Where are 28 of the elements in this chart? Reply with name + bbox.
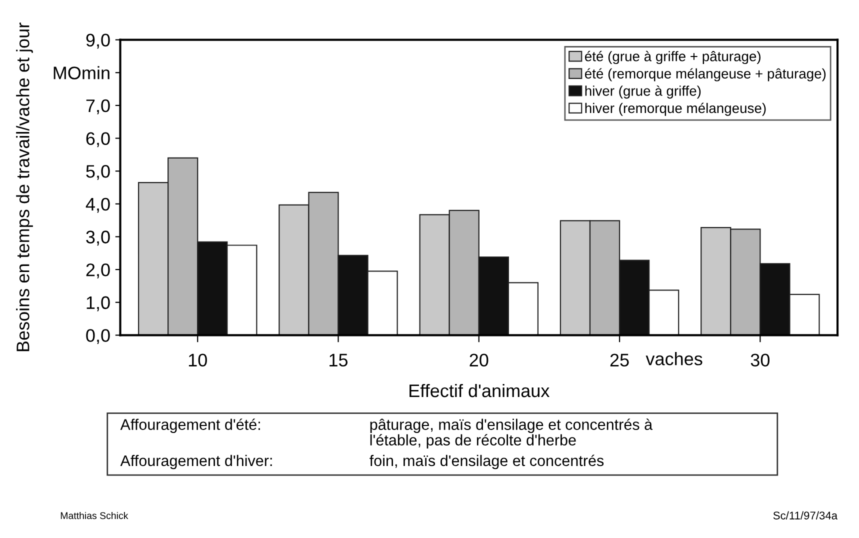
legend-label: été (remorque mélangeuse + pâturage): [584, 68, 826, 82]
text: Affouragement d'hiver:: [120, 454, 272, 470]
x-tick-label: 25: [610, 354, 629, 366]
y-tick-label: 7,0: [86, 99, 110, 114]
y-tick-label: 3,0: [86, 230, 110, 246]
legend-label: hiver (remorque mélangeuse): [585, 102, 766, 116]
text: Matthias Schick: [60, 512, 128, 520]
y-tick-label: 5,0: [86, 165, 110, 180]
y-tick-label: 6,0: [86, 132, 110, 148]
x-tick-label: 30: [750, 354, 770, 366]
y-tick-label: 2,0: [86, 263, 110, 278]
legend-label: hiver (grue à griffe): [585, 85, 701, 99]
text: foin, maïs d'ensilage et concentrés: [370, 454, 604, 470]
y-tick-label: MOmin: [54, 66, 110, 80]
y-tick-label: 1,0: [86, 296, 110, 312]
x-tick-label: 10: [188, 354, 207, 366]
text: 0,0: [86, 329, 110, 344]
y-tick-label: 4,0: [86, 198, 110, 213]
x-tick-label: 20: [470, 354, 488, 366]
y-axis-title: Besoins en temps de travail/vache et jour: [16, 22, 33, 352]
text: Affouragement d'été:: [120, 418, 260, 433]
y-tick-label: 9,0: [86, 34, 110, 49]
x-tick-label: 15: [330, 354, 348, 366]
text: vaches: [646, 352, 702, 366]
legend-label: été (grue à griffe + pâturage): [584, 50, 760, 64]
x-axis-title: Effectif d'animaux: [410, 384, 550, 398]
text: Sc/11/97/34a: [773, 511, 838, 520]
text: pâturage, maïs d'ensilage et concentrés à l'étable, pas de récolte d'herbe: [370, 418, 653, 449]
